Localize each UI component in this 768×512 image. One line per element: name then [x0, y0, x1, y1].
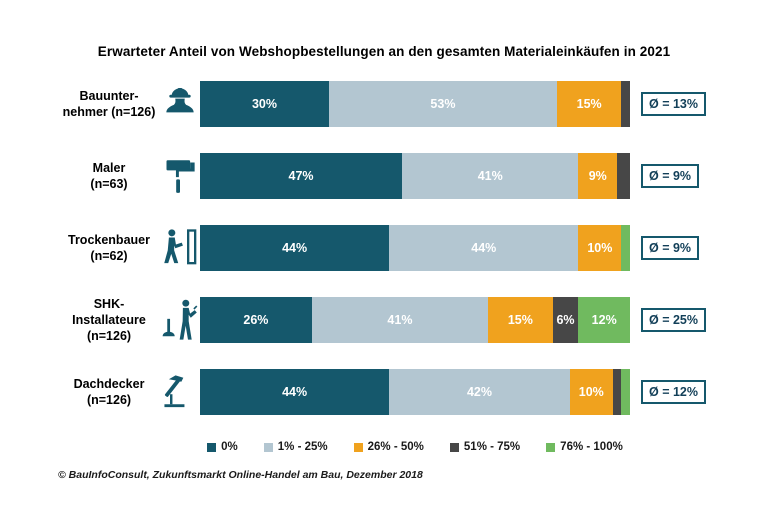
- legend-item: 0%: [207, 441, 238, 453]
- category-label: Bauunter-nehmer (n=126): [62, 88, 156, 119]
- category-label: Trockenbauer (n=62): [68, 232, 150, 263]
- average-badge: Ø = 9%: [641, 164, 700, 188]
- legend-swatch: [449, 442, 459, 452]
- roofer-hammer-icon: [160, 371, 200, 413]
- chart-rows: Bauunter-nehmer (n=126) 30% 53% 15% Ø = 13% M…: [58, 81, 710, 415]
- chart-row: Trockenbauer (n=62) 44% 44% 10% Ø = 9%: [58, 225, 710, 271]
- chart-row: Maler (n=63) 47% 41% 9% Ø = 9%: [58, 153, 710, 199]
- legend-item: 1% - 25%: [263, 441, 328, 453]
- bar-segment: 26%: [200, 297, 312, 343]
- legend-item: 26% - 50%: [353, 441, 424, 453]
- paint-roller-icon: [160, 156, 200, 196]
- stacked-bar: 47% 41% 9%: [200, 153, 630, 199]
- average-badge: Ø = 13%: [641, 92, 706, 116]
- category-label: SHK-Installateure (n=126): [72, 296, 146, 344]
- bar-segment: 42%: [389, 369, 570, 415]
- chart-row: Bauunter-nehmer (n=126) 30% 53% 15% Ø = 13%: [58, 81, 710, 127]
- average-badge: Ø = 9%: [641, 236, 700, 260]
- bar-segment: 47%: [200, 153, 403, 199]
- stacked-bar: 30% 53% 15%: [200, 81, 630, 127]
- stacked-bar-chart: Erwarteter Anteil von Webshopbestellunge…: [58, 44, 710, 481]
- legend-label: 51% - 75%: [463, 441, 521, 453]
- stacked-bar: 44% 42% 10%: [200, 369, 630, 415]
- plumber-icon: [160, 298, 200, 342]
- bar-segment: [617, 153, 630, 199]
- stacked-bar: 26% 41% 15% 6% 12%: [200, 297, 630, 343]
- bar-segment: 44%: [200, 369, 390, 415]
- chart-title: Erwarteter Anteil von Webshopbestellunge…: [97, 44, 671, 59]
- bar-segment: 10%: [578, 225, 622, 271]
- category-label: Maler (n=63): [90, 160, 128, 191]
- bar-segment: 12%: [578, 297, 630, 343]
- legend-label: 0%: [221, 441, 238, 453]
- legend-swatch: [263, 442, 273, 452]
- bar-segment: 15%: [556, 81, 622, 127]
- average-badge: Ø = 25%: [641, 308, 706, 332]
- bar-segment: [621, 369, 630, 415]
- bar-segment: 44%: [200, 225, 390, 271]
- legend-label: 1% - 25%: [277, 441, 328, 453]
- source-note: © BauInfoConsult, Zukunftsmarkt Online-H…: [58, 469, 423, 481]
- legend-label: 26% - 50%: [367, 441, 424, 453]
- legend-swatch: [546, 442, 556, 452]
- legend-item: 51% - 75%: [449, 441, 521, 453]
- drywall-installer-icon: [160, 227, 200, 269]
- bar-segment: 30%: [200, 81, 329, 127]
- legend-label: 76% - 100%: [560, 441, 623, 453]
- bar-segment: [621, 225, 630, 271]
- bar-segment: 41%: [402, 153, 579, 199]
- bar-segment: 15%: [488, 297, 553, 343]
- bar-segment: 41%: [311, 297, 489, 343]
- bar-segment: 53%: [329, 81, 557, 127]
- stacked-bar: 44% 44% 10%: [200, 225, 630, 271]
- chart-row: SHK-Installateure (n=126) 26% 41% 15% 6% 12% Ø …: [58, 297, 710, 343]
- chart-row: Dachdecker (n=126) 44% 42% 10% Ø = 12%: [58, 369, 710, 415]
- category-label: Dachdecker (n=126): [73, 376, 145, 407]
- bar-segment: 10%: [569, 369, 613, 415]
- legend-item: 76% - 100%: [546, 441, 623, 453]
- bar-segment: [612, 369, 622, 415]
- bar-segment: 9%: [578, 153, 618, 199]
- construction-worker-icon: [160, 85, 200, 123]
- bar-segment: 44%: [389, 225, 579, 271]
- legend-swatch: [207, 442, 217, 452]
- bar-segment: 6%: [552, 297, 579, 343]
- average-badge: Ø = 12%: [641, 380, 706, 404]
- legend-swatch: [353, 442, 363, 452]
- chart-legend: 0% 1% - 25% 26% - 50% 51% - 75% 76% - 100%: [200, 441, 630, 453]
- bar-segment: [621, 81, 630, 127]
